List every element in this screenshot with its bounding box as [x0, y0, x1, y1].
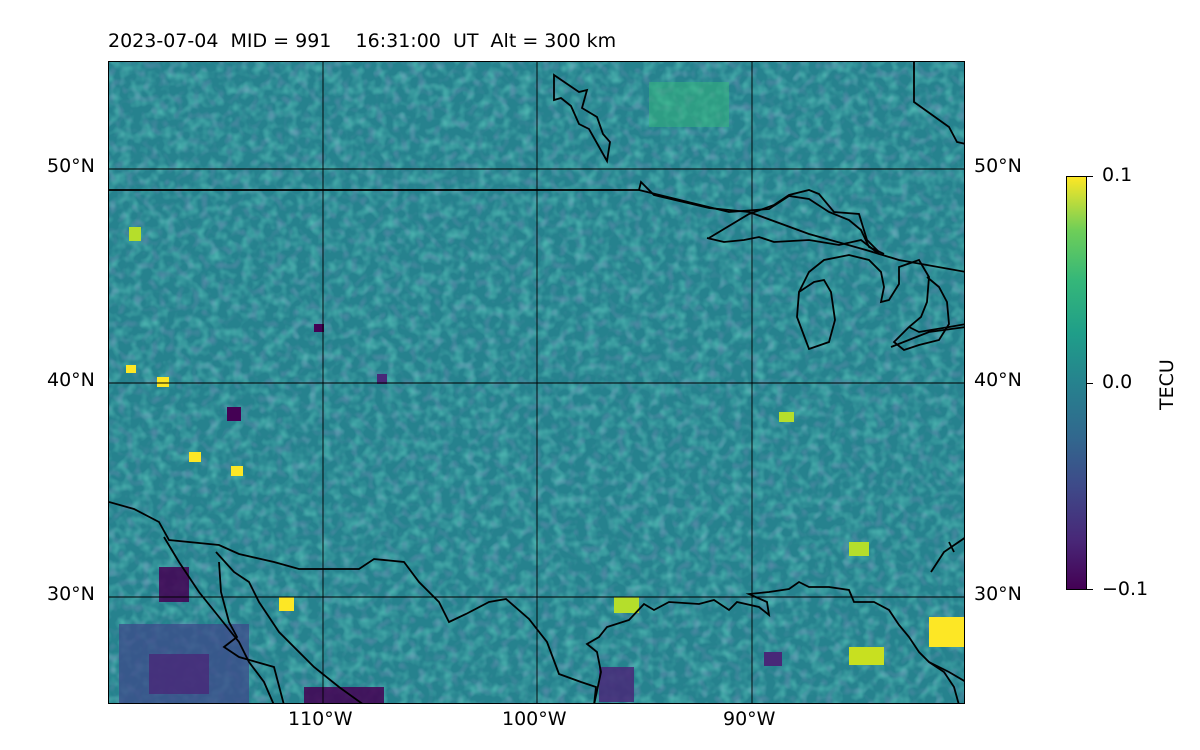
lon-label-100w: 100°W: [502, 708, 567, 730]
tec-map: [108, 61, 965, 704]
map-gridlines: [109, 62, 964, 703]
coastlines: [109, 62, 964, 703]
lon-label-90w: 90°W: [723, 708, 776, 730]
colorbar-tick-top: [1087, 176, 1093, 178]
map-title: 2023-07-04 MID = 991 16:31:00 UT Alt = 3…: [108, 30, 617, 52]
colorbar-title: TECU: [1156, 359, 1178, 410]
lat-label-30n-right: 30°N: [974, 583, 1022, 605]
lat-label-40n-left: 40°N: [47, 369, 95, 391]
lon-label-110w: 110°W: [288, 708, 353, 730]
tec-map-svg: [109, 62, 964, 703]
lat-label-30n-left: 30°N: [47, 583, 95, 605]
lat-label-50n-left: 50°N: [47, 155, 95, 177]
tec-anomalies: [119, 82, 964, 703]
colorbar-tick-label-zero: 0.0: [1102, 371, 1133, 393]
colorbar-tick-bottom: [1087, 589, 1093, 591]
colorbar-tick-label-max: 0.1: [1102, 164, 1133, 186]
lat-label-50n-right: 50°N: [974, 155, 1022, 177]
colorbar-tick-mid: [1087, 383, 1093, 385]
colorbar: [1066, 176, 1087, 590]
lat-label-40n-right: 40°N: [974, 369, 1022, 391]
colorbar-tick-label-min: −0.1: [1102, 578, 1149, 600]
